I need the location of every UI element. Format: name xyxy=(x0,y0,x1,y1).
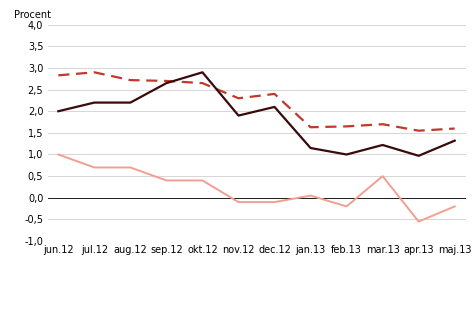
Text: Procent: Procent xyxy=(14,11,51,20)
Finland xyxy=(416,129,421,133)
Finland xyxy=(452,127,457,130)
Åland xyxy=(236,114,241,117)
Sverige xyxy=(127,166,133,169)
Åland xyxy=(416,154,421,158)
Åland xyxy=(380,143,386,147)
Finland xyxy=(127,78,133,82)
Sverige xyxy=(344,205,350,208)
Sverige xyxy=(380,174,386,178)
Åland xyxy=(92,101,97,104)
Legend: Sverige, Finland, Åland: Sverige, Finland, Åland xyxy=(136,307,377,309)
Sverige xyxy=(272,200,277,204)
Åland xyxy=(56,109,61,113)
Finland xyxy=(380,122,386,126)
Åland xyxy=(163,81,169,85)
Finland xyxy=(200,81,205,85)
Sverige xyxy=(200,179,205,182)
Åland xyxy=(200,70,205,74)
Finland xyxy=(308,125,314,129)
Finland xyxy=(272,92,277,96)
Sverige xyxy=(452,205,457,208)
Åland xyxy=(272,105,277,109)
Sverige xyxy=(56,153,61,156)
Finland xyxy=(236,96,241,100)
Åland xyxy=(344,153,350,156)
Finland xyxy=(56,74,61,77)
Finland xyxy=(344,125,350,128)
Åland xyxy=(452,139,457,142)
Åland xyxy=(127,101,133,104)
Sverige xyxy=(92,166,97,169)
Line: Finland: Finland xyxy=(58,72,455,131)
Sverige xyxy=(416,220,421,223)
Finland xyxy=(163,79,169,83)
Sverige xyxy=(236,200,241,204)
Finland xyxy=(92,70,97,74)
Line: Sverige: Sverige xyxy=(58,154,455,222)
Sverige xyxy=(163,179,169,182)
Line: Åland: Åland xyxy=(58,72,455,156)
Åland xyxy=(308,146,314,150)
Sverige xyxy=(308,194,314,197)
